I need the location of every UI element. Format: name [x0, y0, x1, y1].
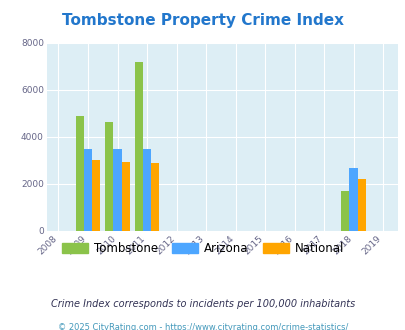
Bar: [122, 162, 130, 231]
Bar: [113, 149, 121, 231]
Text: © 2025 CityRating.com - https://www.cityrating.com/crime-statistics/: © 2025 CityRating.com - https://www.city…: [58, 323, 347, 330]
Legend: Tombstone, Arizona, National: Tombstone, Arizona, National: [57, 237, 348, 260]
Bar: [92, 160, 100, 231]
Bar: [349, 168, 357, 231]
Bar: [75, 116, 84, 231]
Bar: [357, 179, 365, 231]
Bar: [134, 62, 143, 231]
Text: Crime Index corresponds to incidents per 100,000 inhabitants: Crime Index corresponds to incidents per…: [51, 299, 354, 309]
Bar: [143, 149, 151, 231]
Bar: [105, 122, 113, 231]
Bar: [84, 149, 92, 231]
Bar: [151, 163, 159, 231]
Bar: [340, 191, 349, 231]
Text: Tombstone Property Crime Index: Tombstone Property Crime Index: [62, 13, 343, 28]
